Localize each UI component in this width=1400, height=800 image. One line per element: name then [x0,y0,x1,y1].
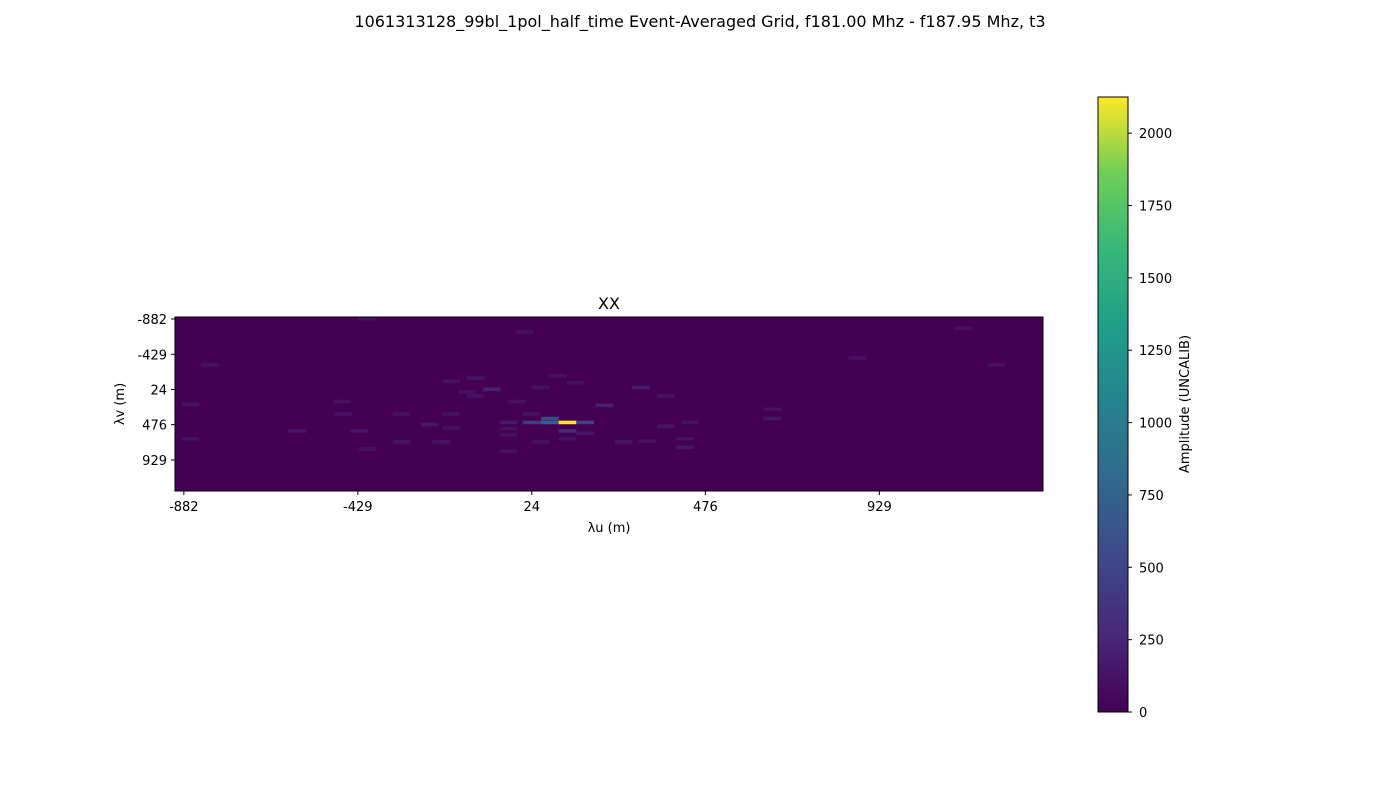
heatmap-cell [507,399,526,404]
heatmap-cell [558,429,577,433]
heatmap-cell [614,440,633,444]
heatmap-cell [566,380,585,385]
heatmap-cell [657,424,675,429]
colorbar [1097,96,1129,713]
heatmap-cell [675,445,694,450]
heatmap-cell [531,440,550,444]
plot-frame [174,316,1044,492]
heatmap-cell [441,412,460,416]
x-axis-label: λu (m) [588,521,631,536]
heatmap-cell [499,420,518,425]
heatmap-cell [392,412,411,416]
colorbar-tick-label: 1750 [1139,200,1172,215]
colorbar-tick-label: 750 [1139,489,1164,504]
colorbar-tick-label: 1000 [1139,417,1172,432]
heatmap-cell [333,399,351,404]
heatmap-cell [576,420,595,425]
colorbar-tick-label: 250 [1139,634,1164,649]
x-tick-label: 476 [693,500,718,515]
colorbar-tick-label: 1500 [1139,272,1172,287]
heatmap-cell [350,429,369,433]
x-axis: -882 -429 24 476 929 [169,491,892,515]
y-tick-label: -429 [137,348,167,363]
colorbar-tick-label: 0 [1139,706,1147,721]
heatmap-cell [432,440,450,444]
heatmap-cell [558,420,577,425]
heatmap-cell [466,376,485,380]
heatmap-cell [522,412,541,416]
heatmap-cell [420,422,439,427]
heatmap-cell [576,431,595,436]
colorbar-tick-label: 1250 [1139,344,1172,359]
heatmap-cell [458,390,476,394]
heatmap-cell [657,394,675,398]
heatmap-cell [442,426,461,430]
heatmap-cell [483,387,501,392]
y-tick-label: 929 [142,454,167,469]
heatmap-cell [181,436,200,441]
colorbar-tick-label: 500 [1139,561,1164,576]
heatmap-cell [466,394,485,398]
heatmap-cell [288,429,306,433]
heatmap-cell [549,373,567,378]
heatmap-cell [848,356,867,360]
y-tick-label: 476 [142,419,167,434]
y-axis-label: λv (m) [113,383,128,425]
y-tick-label: 24 [150,384,167,399]
heatmap-cell [392,440,411,444]
heatmap-cell [200,363,219,367]
heatmap-cell [181,402,200,407]
heatmap-cell [637,439,656,443]
x-tick-label: -429 [343,500,373,515]
x-tick-label: -882 [169,500,199,515]
colorbar-ticks: 0 250 500 750 1000 1250 1500 1750 2000 [1128,127,1172,721]
heatmap-cell [531,385,550,390]
heatmap-cell [516,330,534,334]
heatmap-cell [763,416,782,421]
y-axis: -882 -429 24 476 929 [137,313,175,469]
heatmap-cell [358,447,377,451]
heatmap-cell [987,363,1006,367]
heatmap-cell [541,416,559,421]
colorbar-tick-label: 2000 [1139,127,1172,142]
heatmap-cell [558,436,577,441]
heatmap-cell [681,420,699,425]
heatmap-cell [334,412,353,416]
heatmap-cell [499,433,518,437]
heatmap-cell [595,403,614,408]
heatmap-cell [522,420,546,425]
colorbar-label: Amplitude (UNCALIB) [1178,335,1193,473]
heatmap-cells [181,317,1006,454]
figure-title: 1061313128_99bl_1pol_half_time Event-Ave… [354,12,1046,31]
heatmap-cell [358,317,377,321]
heatmap-cell [499,426,518,431]
panel-title: XX [598,294,620,313]
heatmap-cell [499,449,518,454]
heatmap-cell [763,407,782,412]
heatmap-cell [675,436,694,441]
x-tick-label: 929 [867,500,892,515]
y-tick-label: -882 [137,313,167,328]
heatmap-cell [442,379,460,383]
heatmap-cell [632,385,650,390]
heatmap-cell [954,326,973,331]
heatmap-cell [541,420,559,425]
x-tick-label: 24 [524,500,541,515]
